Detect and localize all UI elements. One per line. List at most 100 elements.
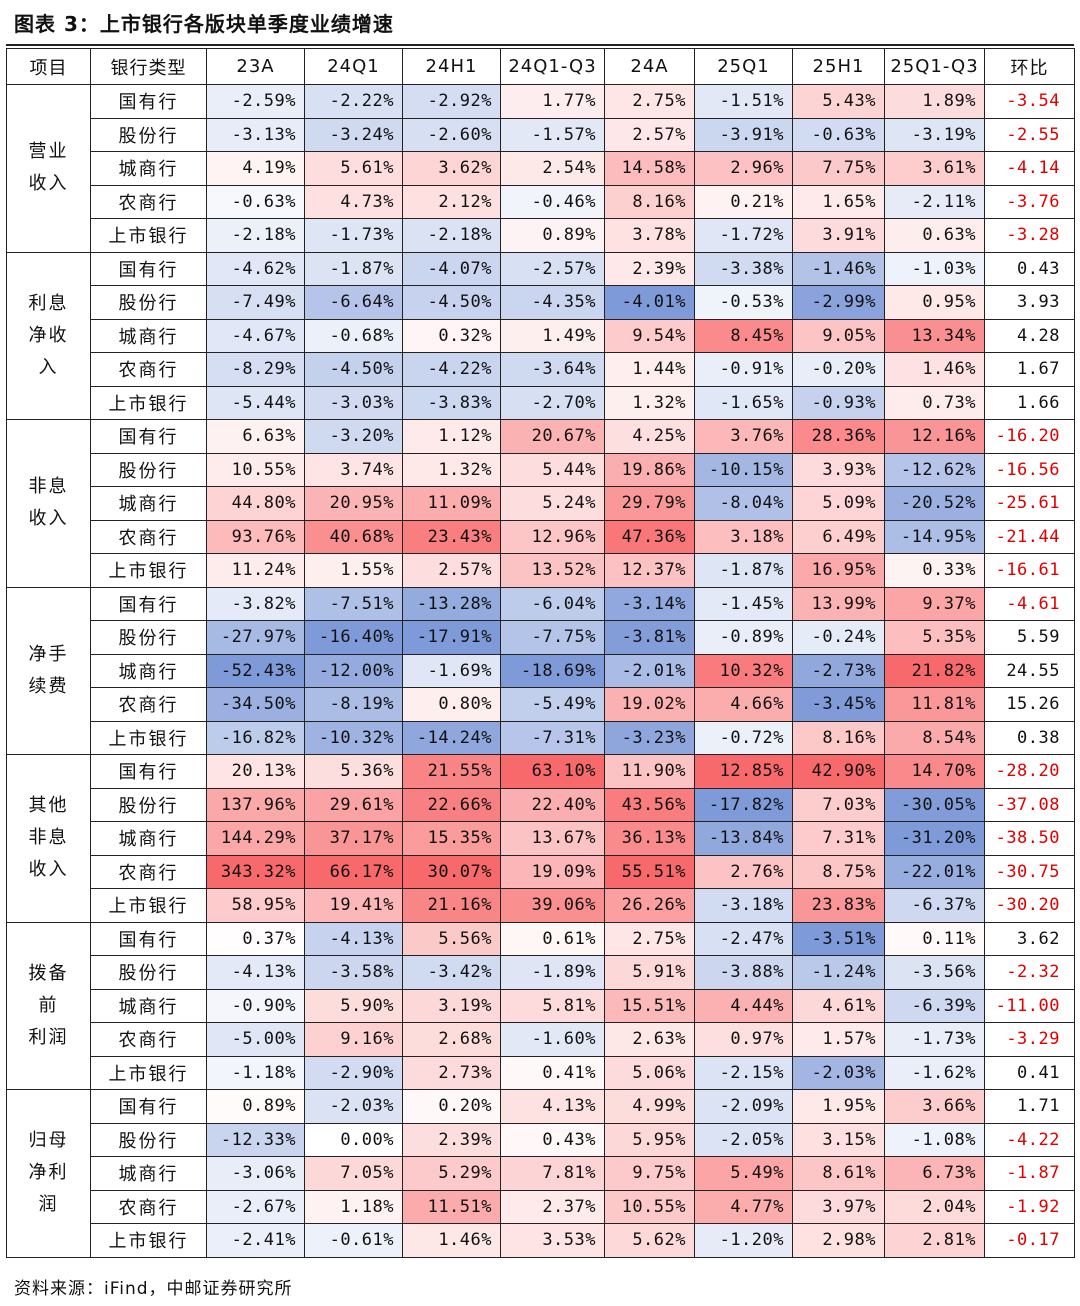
value-cell: -0.53%: [694, 285, 793, 320]
value-cell: -1.73%: [884, 1022, 985, 1057]
group-label: 利息 净收入: [6, 251, 91, 420]
value-cell: -0.20%: [792, 352, 885, 387]
qoq-cell: -3.76: [984, 184, 1075, 219]
value-cell: 13.67%: [500, 821, 605, 856]
qoq-cell: 15.26: [984, 687, 1075, 722]
value-cell: 28.36%: [792, 419, 885, 454]
value-cell: 0.89%: [206, 1089, 305, 1124]
qoq-cell: 24.55: [984, 653, 1075, 688]
value-cell: 7.03%: [792, 787, 885, 822]
value-cell: 42.90%: [792, 754, 885, 789]
table-row: 营业 收入 国有行 -2.59% -2.22% -2.92% 1.77% 2.75% -1.51…: [6, 84, 1075, 253]
table-row: 农商行 93.76% 40.68% 23.43% 12.96% 47.36% 3.18% 6.…: [7, 519, 1075, 554]
qoq-cell: -30.20: [984, 888, 1075, 923]
value-cell: -7.31%: [500, 720, 605, 755]
value-cell: -2.92%: [402, 84, 501, 119]
value-cell: 19.86%: [604, 452, 695, 487]
value-cell: 0.61%: [500, 921, 605, 956]
value-cell: 2.96%: [694, 151, 793, 186]
group-label-line: 续费: [28, 675, 69, 697]
group-label-line: 收入: [28, 859, 69, 881]
value-cell: 36.13%: [604, 821, 695, 856]
header-cell: 24A: [604, 48, 695, 85]
value-cell: 2.57%: [402, 553, 501, 588]
group-label: 非息 收入: [6, 419, 91, 588]
qoq-cell: -37.08: [984, 787, 1075, 822]
header-cell: 25Q1: [694, 48, 793, 85]
value-cell: -2.99%: [792, 285, 885, 320]
qoq-cell: -38.50: [984, 821, 1075, 856]
table-row: 股份行 137.96% 29.61% 22.66% 22.40% 43.56% -17.82…: [7, 787, 1075, 822]
value-cell: -13.84%: [694, 821, 793, 856]
group-label-line: 归母: [28, 1130, 69, 1152]
value-cell: -0.63%: [792, 117, 885, 152]
header-cell: 23A: [206, 48, 305, 85]
value-cell: -2.47%: [694, 921, 793, 956]
value-cell: 5.29%: [402, 1156, 501, 1191]
group-label-line: 其他: [28, 795, 69, 817]
table-row: 其他 非息 收入 国有行 20.13% 5.36% 21.55% 63.10% 11.90% 12…: [6, 754, 1075, 923]
bank-type-cell: 农商行: [90, 1022, 207, 1057]
value-cell: -6.37%: [884, 888, 985, 923]
value-cell: -1.87%: [694, 553, 793, 588]
value-cell: 5.62%: [604, 1223, 695, 1258]
value-cell: 63.10%: [500, 754, 605, 789]
value-cell: -7.75%: [500, 620, 605, 655]
value-cell: -3.82%: [206, 586, 305, 621]
value-cell: 4.99%: [604, 1089, 695, 1124]
table-row: 上市银行 -1.18% -2.90% 2.73% 0.41% 5.06% -2.15% -2.…: [7, 1055, 1075, 1090]
value-cell: 2.75%: [604, 84, 695, 119]
value-cell: -1.89%: [500, 955, 605, 990]
value-cell: 29.79%: [604, 486, 695, 521]
value-cell: 9.54%: [604, 318, 695, 353]
value-cell: -4.35%: [500, 285, 605, 320]
value-cell: -14.24%: [402, 720, 501, 755]
value-cell: -17.82%: [694, 787, 793, 822]
value-cell: -3.42%: [402, 955, 501, 990]
value-cell: -3.18%: [694, 888, 793, 923]
table-row: 农商行 -5.00% 9.16% 2.68% -1.60% 2.63% 0.97% 1.57%…: [7, 1022, 1075, 1057]
table-row: 股份行 -27.97% -16.40% -17.91% -7.75% -3.81% -0.8…: [7, 620, 1075, 655]
value-cell: 3.74%: [304, 452, 403, 487]
group-label-line: 前: [38, 994, 59, 1016]
value-cell: 21.16%: [402, 888, 501, 923]
value-cell: 11.90%: [604, 754, 695, 789]
table-row: 城商行 44.80% 20.95% 11.09% 5.24% 29.79% -8.04% 5.…: [7, 486, 1075, 521]
value-cell: 9.75%: [604, 1156, 695, 1191]
value-cell: 2.73%: [402, 1055, 501, 1090]
bank-type-cell: 农商行: [90, 184, 207, 219]
value-cell: -2.59%: [206, 84, 305, 119]
value-cell: -3.45%: [792, 687, 885, 722]
value-cell: 1.32%: [402, 452, 501, 487]
value-cell: -1.57%: [500, 117, 605, 152]
value-cell: 3.18%: [694, 519, 793, 554]
value-cell: 1.89%: [884, 84, 985, 119]
bank-type-cell: 上市银行: [90, 720, 207, 755]
value-cell: -2.03%: [792, 1055, 885, 1090]
value-cell: 1.46%: [402, 1223, 501, 1258]
value-cell: 4.61%: [792, 988, 885, 1023]
value-cell: -1.65%: [694, 385, 793, 420]
value-cell: 2.68%: [402, 1022, 501, 1057]
bank-type-cell: 股份行: [90, 285, 207, 320]
value-cell: 2.75%: [604, 921, 695, 956]
group-label: 拨备前利润: [6, 921, 91, 1090]
value-cell: -5.44%: [206, 385, 305, 420]
value-cell: 55.51%: [604, 854, 695, 889]
bank-type-cell: 上市银行: [90, 385, 207, 420]
value-cell: 21.82%: [884, 653, 985, 688]
value-cell: -1.62%: [884, 1055, 985, 1090]
bank-type-cell: 农商行: [90, 854, 207, 889]
bank-type-cell: 股份行: [90, 117, 207, 152]
bank-type-cell: 城商行: [90, 486, 207, 521]
qoq-cell: -2.32: [984, 955, 1075, 990]
value-cell: 10.55%: [604, 1189, 695, 1224]
value-cell: 14.70%: [884, 754, 985, 789]
value-cell: -5.49%: [500, 687, 605, 722]
value-cell: 5.61%: [304, 151, 403, 186]
value-cell: -27.97%: [206, 620, 305, 655]
value-cell: -2.73%: [792, 653, 885, 688]
bank-type-cell: 股份行: [90, 955, 207, 990]
value-cell: -1.08%: [884, 1122, 985, 1157]
table-row: 净手 续费 国有行 -3.82% -7.51% -13.28% -6.04% -3.14% -1…: [6, 586, 1075, 755]
